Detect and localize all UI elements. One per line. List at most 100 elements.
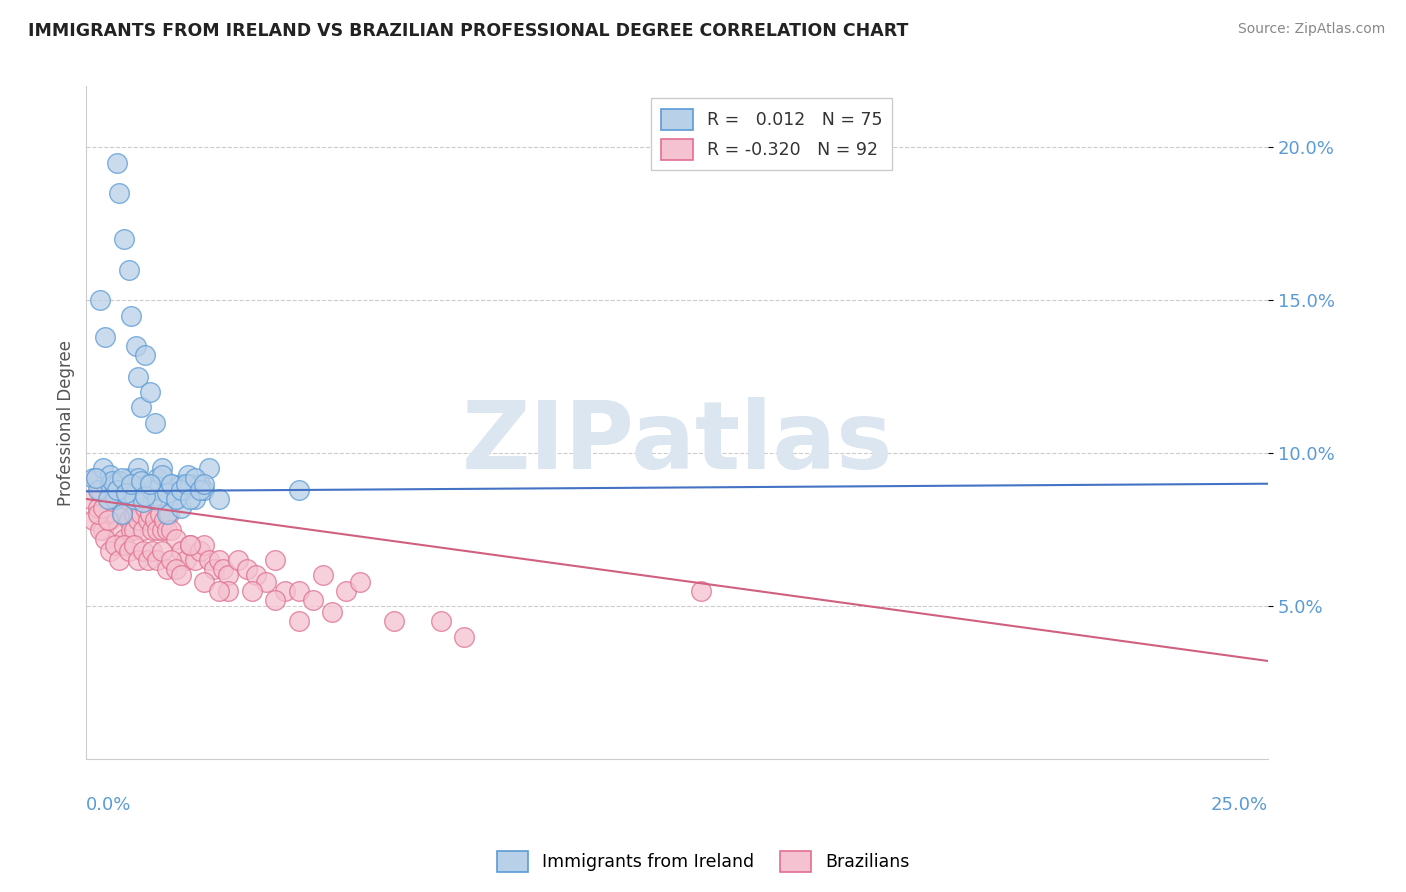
Point [174,483,197,497]
Point [146,470,169,484]
Point [170,501,193,516]
Point [120,523,142,537]
Point [111,470,134,484]
Point [288,614,311,628]
Point [349,574,371,589]
Point [226,553,249,567]
Point [150,467,173,482]
Point [104,491,127,506]
Point [129,508,152,522]
Point [689,583,711,598]
Point [108,186,131,201]
Point [156,562,179,576]
Point [198,461,221,475]
Point [179,491,201,506]
Point [153,513,176,527]
Point [143,513,166,527]
Point [120,309,142,323]
Point [146,491,169,506]
Point [170,544,193,558]
Point [156,486,179,500]
Point [141,544,163,558]
Point [89,483,111,497]
Point [111,508,134,522]
Point [125,339,148,353]
Point [94,330,117,344]
Point [208,553,231,567]
Point [129,474,152,488]
Point [115,491,138,506]
Point [105,155,128,169]
Point [104,508,127,522]
Point [165,562,187,576]
Point [143,416,166,430]
Text: IMMIGRANTS FROM IRELAND VS BRAZILIAN PROFESSIONAL DEGREE CORRELATION CHART: IMMIGRANTS FROM IRELAND VS BRAZILIAN PRO… [28,22,908,40]
Point [174,553,197,567]
Point [302,592,325,607]
Point [179,538,201,552]
Point [87,508,110,522]
Point [132,495,155,509]
Text: ZIPatlas: ZIPatlas [461,397,893,489]
Point [148,508,170,522]
Point [217,583,239,598]
Text: 25.0%: 25.0% [1211,796,1268,814]
Point [132,483,155,497]
Point [146,483,169,497]
Point [382,614,405,628]
Point [170,483,193,497]
Point [112,486,135,500]
Point [174,476,197,491]
Point [118,513,141,527]
Text: 0.0%: 0.0% [86,796,132,814]
Point [98,476,121,491]
Point [127,369,149,384]
Point [264,592,287,607]
Point [98,513,121,527]
Point [101,474,124,488]
Point [87,483,110,497]
Point [430,614,453,628]
Point [94,476,117,491]
Point [146,553,169,567]
Point [125,501,148,516]
Point [236,562,259,576]
Point [212,562,235,576]
Point [274,583,297,598]
Point [111,508,134,522]
Point [202,562,225,576]
Point [104,476,127,491]
Point [115,486,138,500]
Point [321,605,343,619]
Point [188,476,211,491]
Point [122,508,145,522]
Point [170,568,193,582]
Point [84,470,107,484]
Point [97,491,120,506]
Point [139,384,162,399]
Point [89,523,111,537]
Point [311,568,333,582]
Legend: Immigrants from Ireland, Brazilians: Immigrants from Ireland, Brazilians [489,844,917,879]
Point [108,553,131,567]
Point [108,474,131,488]
Point [141,523,163,537]
Point [98,467,121,482]
Point [160,476,183,491]
Point [108,491,131,506]
Point [136,513,159,527]
Point [179,538,201,552]
Point [156,523,179,537]
Point [288,483,311,497]
Point [98,544,121,558]
Point [139,476,162,491]
Point [160,523,183,537]
Point [193,574,215,589]
Point [141,491,163,506]
Point [288,583,311,598]
Point [453,630,475,644]
Point [82,470,104,484]
Y-axis label: Professional Degree: Professional Degree [58,340,75,506]
Point [132,523,155,537]
Point [264,553,287,567]
